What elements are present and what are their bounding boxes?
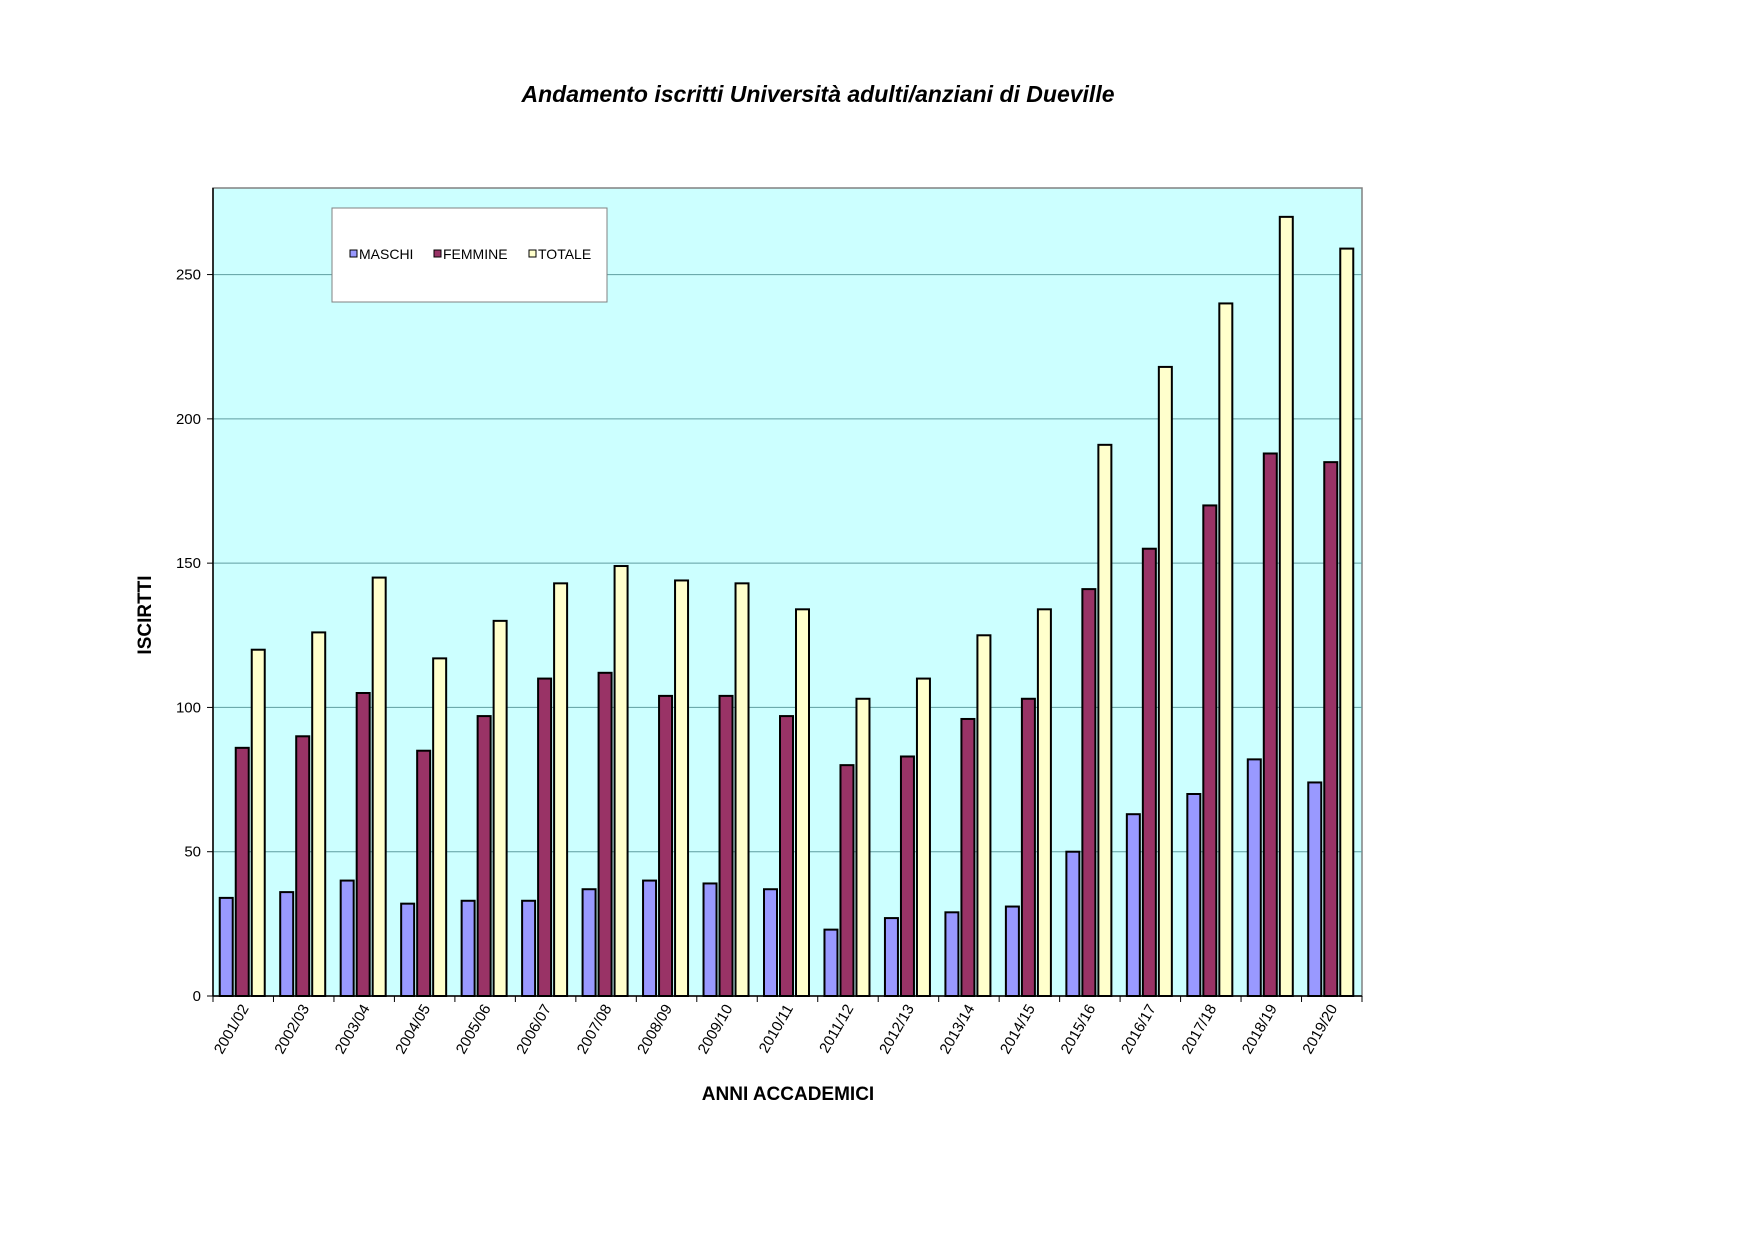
chart-title: Andamento iscritti Università adulti/anz… [520,81,1114,107]
x-axis-ticks: 2001/02 2002/03 2003/04 2004/05 2005/06 2006/… [211,996,1363,1057]
y-tick-label: 150 [176,555,201,572]
bar-maschi-2016-17 [1125,813,1141,998]
bar-maschi-2018-19 [1246,758,1262,997]
x-tick-label: 2005/06 [453,1002,495,1057]
bar-totale-2014-15 [1036,608,1052,997]
bar-totale-2006-07 [553,582,569,997]
bar-totale-2011-12 [855,697,871,997]
x-tick-label: 2002/03 [271,1002,313,1057]
x-tick-label: 2010/11 [756,1002,797,1056]
legend-swatch-maschi [349,249,358,258]
bar-maschi-2017-18 [1186,793,1202,997]
x-tick-label: 2004/05 [392,1002,434,1057]
bar-maschi-2007-08 [581,888,597,998]
bar-femmine-2009-10 [718,694,734,998]
x-tick-label: 2018/19 [1239,1002,1281,1057]
bar-totale-2009-10 [734,582,750,997]
bar-maschi-2004-05 [400,902,416,998]
bar-femmine-2001-02 [234,746,250,997]
bar-femmine-2016-17 [1141,547,1157,997]
x-tick-label: 2017/18 [1178,1002,1220,1057]
bar-maschi-2005-06 [460,899,476,997]
bar-totale-2016-17 [1157,365,1173,997]
bar-totale-2017-18 [1218,302,1234,997]
bar-totale-2008-09 [674,579,690,997]
bar-femmine-2010-11 [779,715,794,997]
legend-label-totale: TOTALE [538,246,591,262]
bar-maschi-2003-04 [339,879,355,997]
bar-maschi-2002-03 [279,891,295,997]
bar-totale-2002-03 [311,631,327,998]
bar-totale-2007-08 [613,565,629,997]
y-tick-label: 0 [193,988,201,1005]
bar-femmine-2004-05 [416,749,432,998]
y-axis-ticks: 0 50 100 150 200 250 [176,267,213,1005]
y-tick-label: 100 [176,699,201,716]
bar-femmine-2003-04 [355,692,371,997]
bar-maschi-2011-12 [823,928,839,998]
bar-totale-2003-04 [371,576,387,997]
bar-maschi-2008-09 [642,879,658,997]
bar-totale-2005-06 [492,619,508,997]
legend: MASCHI FEMMINE TOTALE [331,207,608,303]
bar-femmine-2002-03 [295,735,311,997]
x-tick-label: 2015/16 [1057,1002,1099,1057]
legend-swatch-femmine [433,249,442,258]
x-tick-label: 2019/20 [1299,1002,1341,1057]
x-tick-label: 2006/07 [513,1002,555,1057]
bar-totale-2012-13 [915,677,931,997]
x-tick-label: 2016/17 [1118,1002,1160,1057]
bar-femmine-2012-13 [899,755,915,997]
bar-totale-2019-20 [1339,247,1355,998]
bar-femmine-2015-16 [1081,588,1097,997]
bar-femmine-2014-15 [1020,697,1036,997]
legend-swatch-totale [528,249,537,258]
bar-femmine-2008-09 [658,694,674,998]
bar-maschi-2013-14 [944,911,960,997]
bar-totale-2018-19 [1278,215,1294,998]
x-tick-label: 2011/12 [816,1002,857,1056]
bar-femmine-2018-19 [1262,452,1278,997]
x-tick-label: 2012/13 [876,1002,918,1057]
bar-maschi-2019-20 [1307,781,1323,998]
bar-femmine-2017-18 [1202,504,1218,997]
bar-femmine-2011-12 [839,764,855,998]
x-tick-label: 2008/09 [634,1002,676,1057]
bar-maschi-2006-07 [521,899,537,997]
bar-totale-2004-05 [432,657,448,997]
legend-box [331,207,608,303]
legend-label-maschi: MASCHI [359,246,413,262]
bar-maschi-2012-13 [883,917,899,997]
bar-maschi-2015-16 [1065,850,1081,998]
bar-maschi-2014-15 [1004,905,1020,997]
legend-label-femmine: FEMMINE [443,246,508,262]
y-tick-label: 200 [176,411,201,428]
bar-totale-2013-14 [976,634,992,997]
x-tick-label: 2007/08 [574,1002,616,1057]
bar-femmine-2007-08 [597,671,613,997]
bar-femmine-2006-07 [537,677,553,997]
y-tick-label: 250 [176,267,201,284]
bar-maschi-2001-02 [218,896,234,998]
x-tick-label: 2014/15 [997,1002,1039,1057]
bar-maschi-2010-11 [763,888,778,998]
x-tick-label: 2001/02 [211,1002,253,1057]
x-tick-label: 2013/14 [937,1002,979,1057]
bar-maschi-2009-10 [702,882,718,998]
x-tick-label: 2003/04 [332,1002,374,1057]
x-axis-title: ANNI ACCADEMICI [702,1084,874,1105]
bar-totale-2015-16 [1097,443,1113,998]
y-tick-label: 50 [184,844,201,861]
x-tick-label: 2009/10 [695,1002,737,1057]
bar-femmine-2005-06 [476,715,492,997]
bar-femmine-2019-20 [1323,461,1339,997]
bar-totale-2010-11 [795,608,810,997]
y-axis-title: ISCIRTTI [135,575,156,654]
bar-totale-2001-02 [250,648,266,997]
bar-femmine-2013-14 [960,717,976,997]
